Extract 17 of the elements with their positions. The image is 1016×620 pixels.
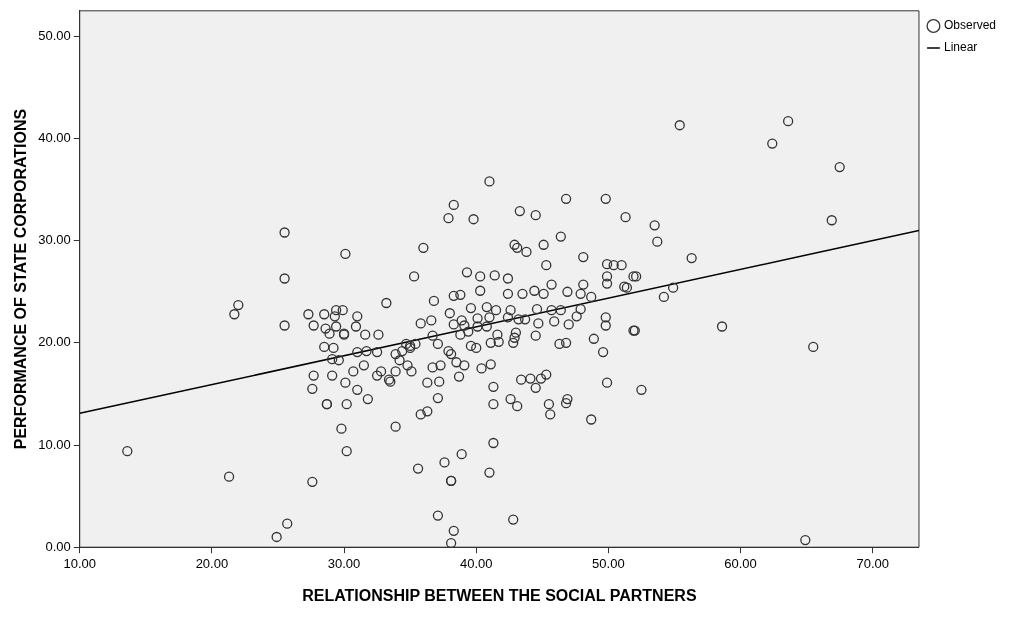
x-tick-label: 30.00 xyxy=(327,555,361,571)
x-tick-label: 40.00 xyxy=(459,555,493,571)
x-tick-label: 60.00 xyxy=(724,555,757,571)
y-tick-label: 30.00 xyxy=(38,232,71,248)
x-tick-label: 70.00 xyxy=(856,555,889,571)
y-axis-title: PERFORMANCE OF STATE CORPORATIONS xyxy=(12,108,30,450)
x-tick-label: 10.00 xyxy=(63,555,97,571)
x-tick-label: 20.00 xyxy=(195,555,229,571)
y-tick-label: 40.00 xyxy=(38,130,71,146)
legend-label: Observed xyxy=(943,18,997,33)
y-tick-label: 20.00 xyxy=(38,334,71,350)
y-tick-label: 10.00 xyxy=(38,436,71,452)
y-tick-label: 50.00 xyxy=(38,27,71,43)
x-axis-title: RELATIONSHIP BETWEEN THE SOCIAL PARTNERS xyxy=(302,586,697,604)
y-tick-label: 0.00 xyxy=(45,538,71,554)
x-tick-label: 50.00 xyxy=(592,555,625,571)
legend-label: Linear xyxy=(943,40,978,55)
